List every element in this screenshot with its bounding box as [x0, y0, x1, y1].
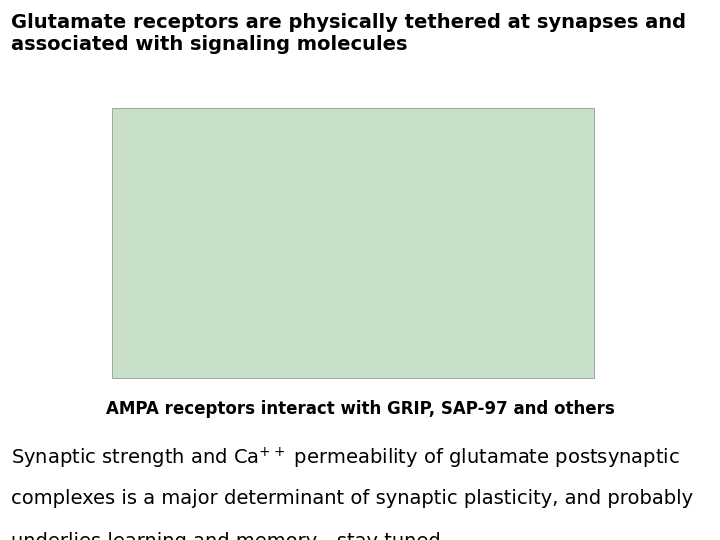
- Text: complexes is a major determinant of synaptic plasticity, and probably: complexes is a major determinant of syna…: [11, 489, 693, 508]
- Text: associated with signaling molecules: associated with signaling molecules: [11, 35, 408, 54]
- Text: AMPA receptors interact with GRIP, SAP-97 and others: AMPA receptors interact with GRIP, SAP-9…: [106, 400, 614, 417]
- Text: Glutamate receptors are physically tethered at synapses and: Glutamate receptors are physically tethe…: [11, 14, 685, 32]
- Bar: [112, 108, 594, 378]
- Text: underlies learning and memory - stay tuned: underlies learning and memory - stay tun…: [11, 532, 441, 540]
- Text: Synaptic strength and Ca$^{++}$ permeability of glutamate postsynaptic: Synaptic strength and Ca$^{++}$ permeabi…: [11, 446, 680, 471]
